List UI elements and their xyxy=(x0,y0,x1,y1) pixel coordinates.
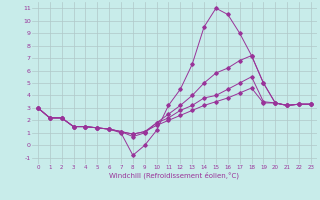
X-axis label: Windchill (Refroidissement éolien,°C): Windchill (Refroidissement éolien,°C) xyxy=(109,172,239,179)
